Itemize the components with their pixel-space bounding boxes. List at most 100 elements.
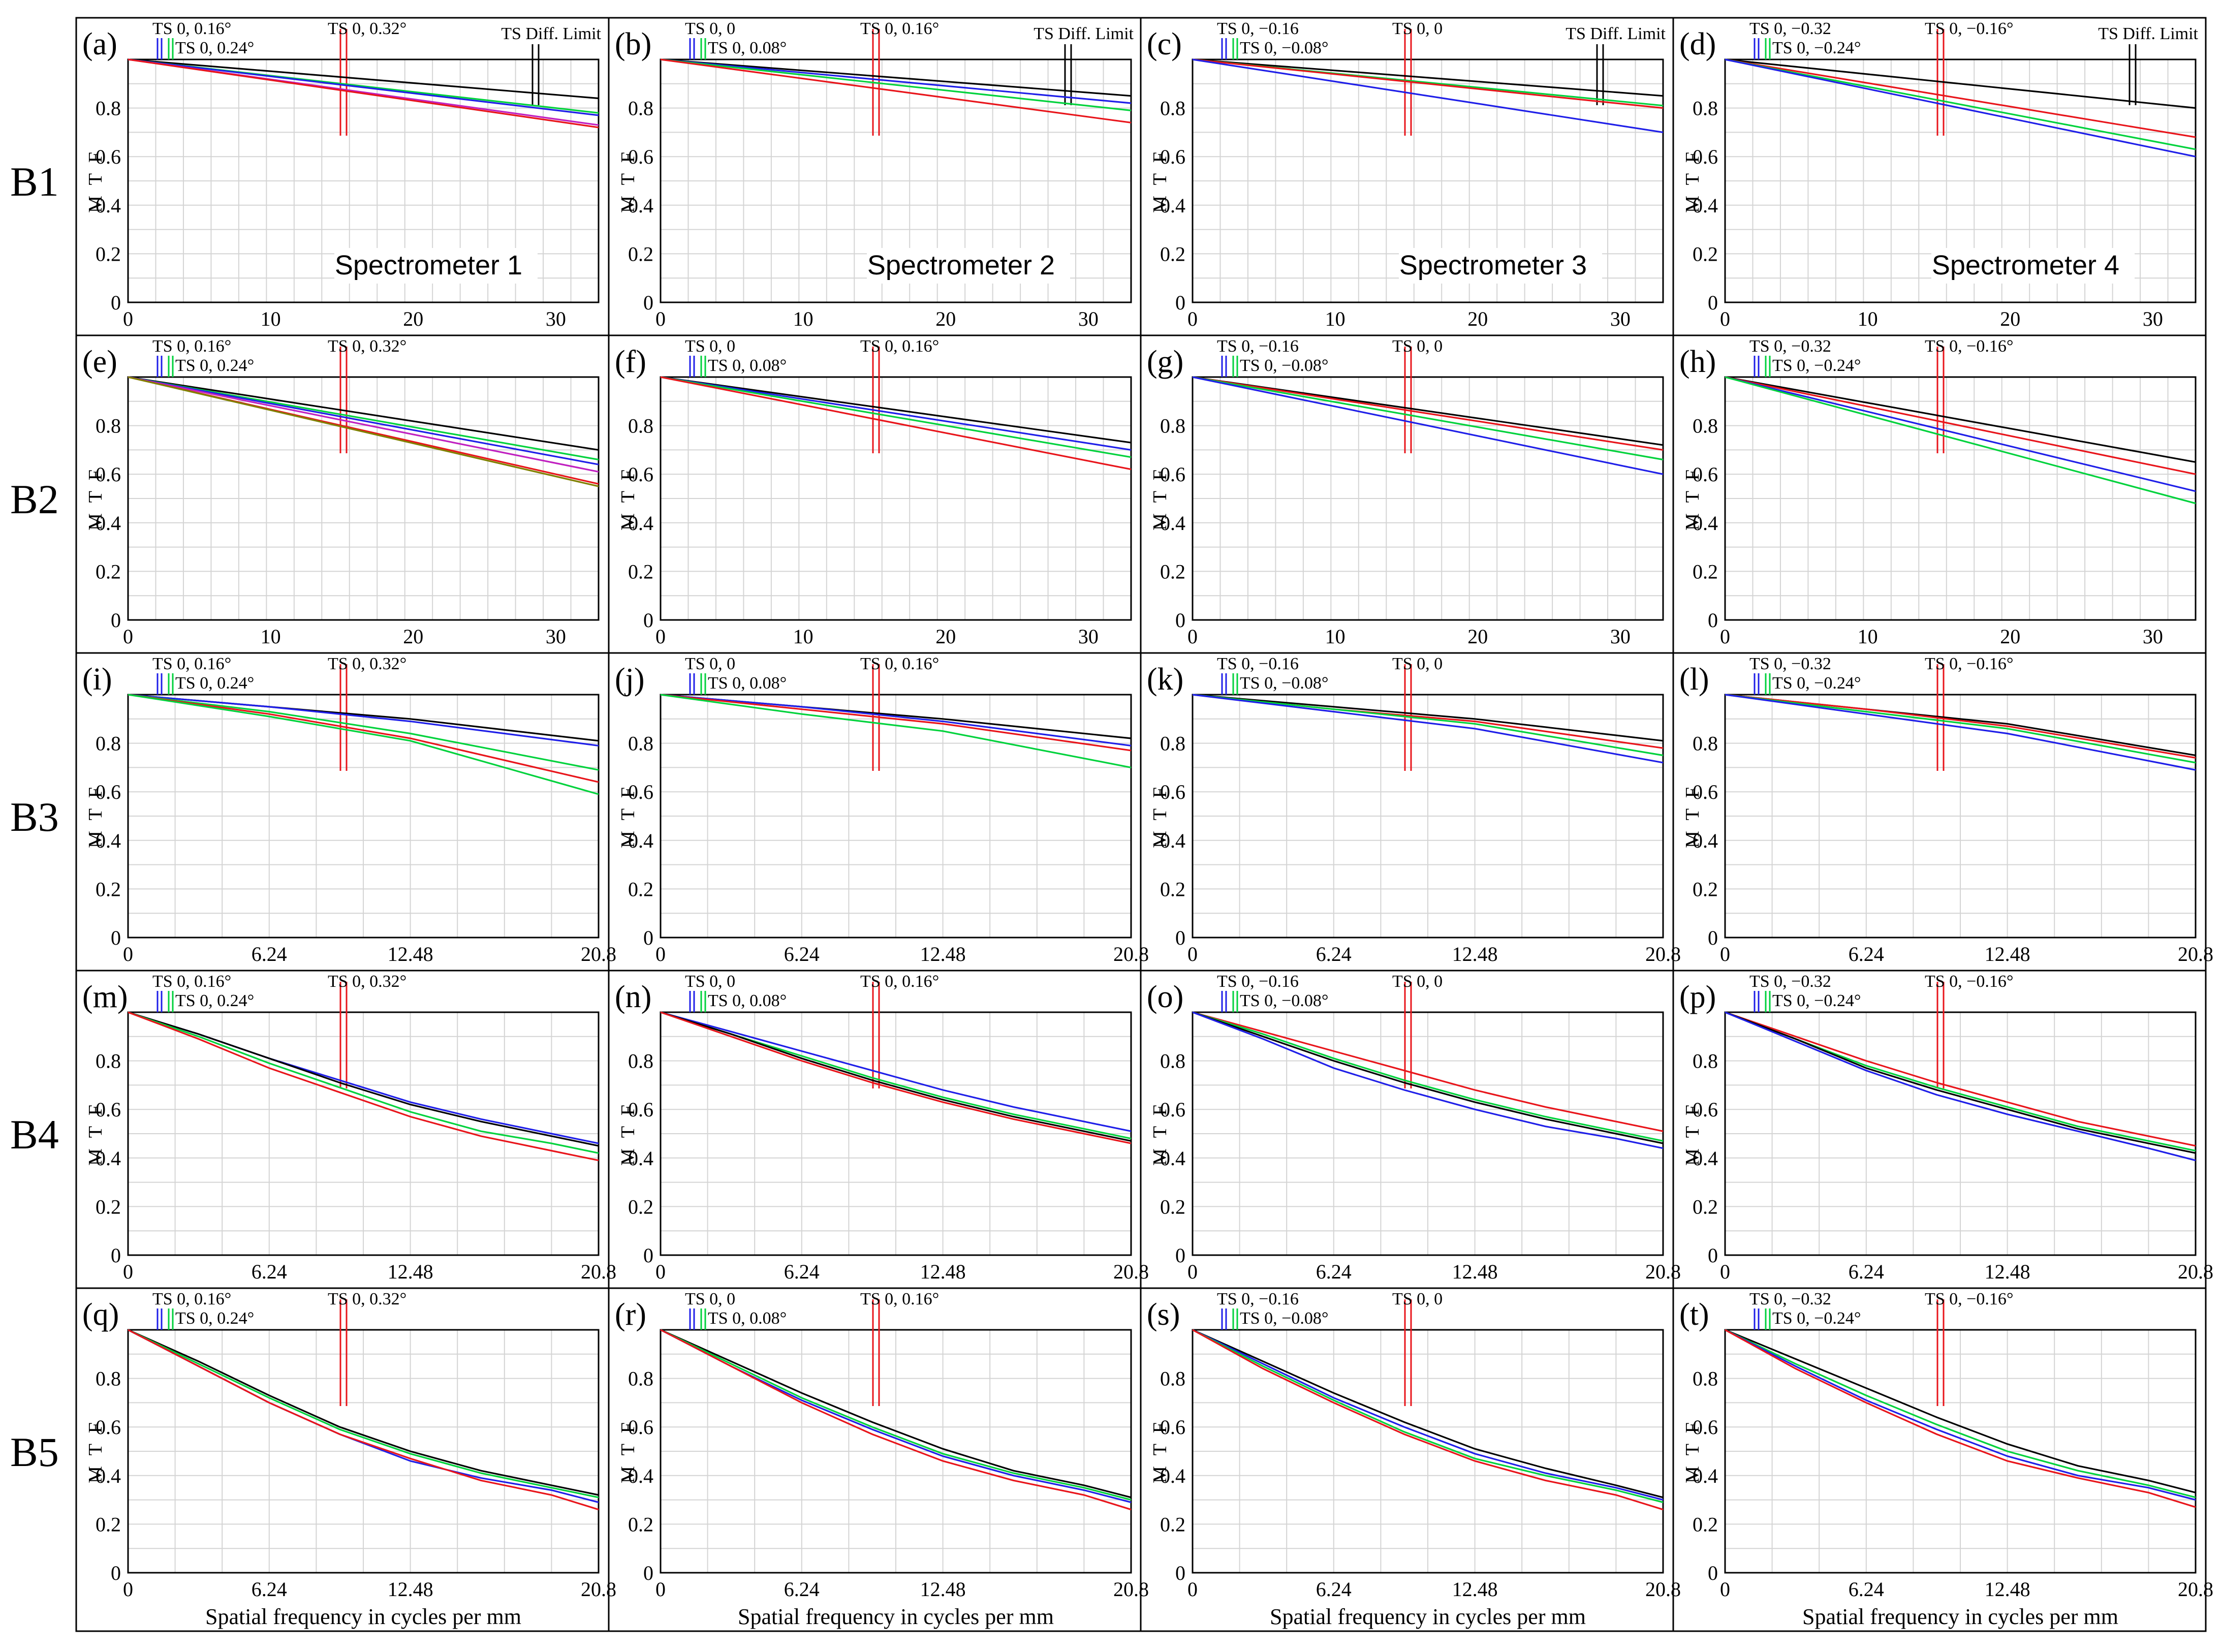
y-tick-label: 0.6 [628,781,653,803]
mtf-curve [660,694,1132,752]
mtf-curve [128,376,599,473]
mtf-panel: 00.20.40.60.80 10 20 30M T F(a) TS 0, 0.16°T… [82,19,602,330]
y-axis-label: M T F [1149,1102,1171,1166]
y-tick-label: 0 [643,926,653,949]
x-tick-label: 10 [1325,625,1345,648]
mtf-curve [128,694,599,783]
mtf-curve [1725,1011,2196,1147]
spectrometer-caption: Spectrometer 4 [1932,250,2119,280]
x-tick-label: 12.48 [1985,1260,2030,1283]
row-label: B1 [10,159,59,205]
x-tick-label: 0 [123,307,133,330]
mtf-panel: 00.20.40.60.80 10 20 30M T F(c) TS 0, −0.16T… [1147,19,1666,330]
x-tick-label: 0 [655,625,666,648]
mtf-curve [1725,1011,2196,1154]
mtf-curve [128,1011,599,1154]
y-tick-label: 0.2 [628,1513,653,1536]
mtf-curve [1725,58,2196,138]
field-annotation: TS 0, 0.32° [328,654,406,673]
mtf-curve [1192,376,1664,461]
mtf-curve [660,58,1132,104]
field-annotation: TS 0, 0.16° [860,1290,939,1308]
field-annotation: TS 0, 0.08° [708,674,787,693]
row-label: B2 [10,476,59,522]
mtf-curve [1192,694,1664,764]
panel-label: (m) [82,980,128,1014]
y-tick-label: 0 [643,291,653,314]
y-tick-label: 0.4 [1693,194,1718,217]
plot-area [1192,376,1664,621]
y-tick-label: 0.8 [1160,415,1185,438]
y-tick-label: 0.2 [1160,1513,1185,1536]
mtf-curve [660,376,1132,471]
x-tick-label: 6.24 [1316,1260,1352,1283]
y-tick-label: 0.8 [628,1367,653,1390]
y-tick-label: 0.8 [96,97,121,120]
y-tick-label: 0.4 [96,1464,121,1487]
x-tick-label: 10 [793,625,813,648]
mtf-panel: 0 0.2 0.4 0.6 0.8 0 6.24 12.48 20.8 M T F (j) TS 0,… [615,654,1149,965]
y-axis-label: M T F [1682,1419,1703,1483]
x-tick-label: 12.48 [1452,943,1498,965]
mtf-curve [1192,694,1664,757]
y-tick-label: 0.4 [1693,1464,1718,1487]
mtf-curve [128,376,599,465]
mtf-curve [1192,1011,1664,1144]
x-tick-label: 20.8 [1113,1578,1149,1601]
y-tick-label: 0.2 [1160,560,1185,583]
mtf-curve [1725,694,2196,764]
x-tick-label: 20.8 [581,943,616,965]
y-tick-label: 0.2 [1693,1195,1718,1218]
x-tick-label: 10 [261,307,281,330]
x-tick-label: 12.48 [388,943,433,965]
mtf-panel: 00.20.40.60.80 10 20 30M T F(b) TS 0, 0TS 0,… [615,19,1134,330]
field-annotation: TS 0, −0.08° [1240,39,1328,57]
field-annotation: TS 0, 0.08° [708,356,787,375]
plot-area [660,694,1132,939]
x-tick-label: 12.48 [920,943,966,965]
mtf-curve [128,58,599,100]
x-tick-label: 12.48 [388,1260,433,1283]
x-tick-label: 0 [123,1260,133,1283]
x-tick-label: 20 [2000,625,2020,648]
mtf-curve [1192,1011,1664,1132]
y-tick-label: 0 [643,1244,653,1267]
y-tick-label: 0.2 [1693,1513,1718,1536]
y-tick-label: 0.8 [1693,1367,1718,1390]
x-tick-label: 6.24 [784,1260,820,1283]
y-tick-label: 0.6 [1693,463,1718,486]
x-tick-label: 10 [1858,625,1878,648]
x-tick-label: 30 [2143,625,2163,648]
y-tick-label: 0 [643,1562,653,1584]
x-tick-label: 0 [655,1578,666,1601]
panel-label: (a) [82,27,117,61]
y-tick-label: 0.8 [628,732,653,755]
x-tick-label: 0 [1720,625,1730,648]
x-tick-label: 0 [1720,1260,1730,1283]
y-tick-label: 0.4 [1693,1147,1718,1170]
mtf-curve [128,58,599,129]
mtf-panel: 00.20.40.60.80 10 20 30M T F(h) TS 0, −0.32T… [1679,337,2197,648]
field-annotation: TS 0, −0.16° [1925,1290,2013,1308]
mtf-curve [1725,376,2196,492]
y-tick-label: 0 [1708,291,1718,314]
x-tick-label: 20 [935,625,956,648]
mtf-curve [128,376,599,487]
field-annotation: TS 0, −0.24° [1772,39,1861,57]
field-annotation: TS 0, −0.32 [1749,654,1831,673]
y-tick-label: 0.2 [628,560,653,583]
x-tick-label: 0 [1720,1578,1730,1601]
y-tick-label: 0 [111,1562,121,1584]
x-tick-label: 10 [1325,307,1345,330]
y-tick-label: 0.6 [96,463,121,486]
y-tick-label: 0.6 [96,145,121,168]
y-tick-label: 0.4 [96,512,121,535]
y-tick-label: 0.8 [96,1050,121,1073]
panel-label: (q) [82,1297,119,1332]
mtf-curve [660,376,1132,444]
x-tick-label: 30 [1610,307,1631,330]
x-tick-label: 20.8 [1645,1260,1681,1283]
mtf-curve [128,694,599,746]
x-axis-label: Spatial frequency in cycles per mm [738,1604,1054,1629]
mtf-panel: 00.20.40.60.80 10 20 30M T F(f) TS 0, 0TS 0,… [615,337,1132,648]
